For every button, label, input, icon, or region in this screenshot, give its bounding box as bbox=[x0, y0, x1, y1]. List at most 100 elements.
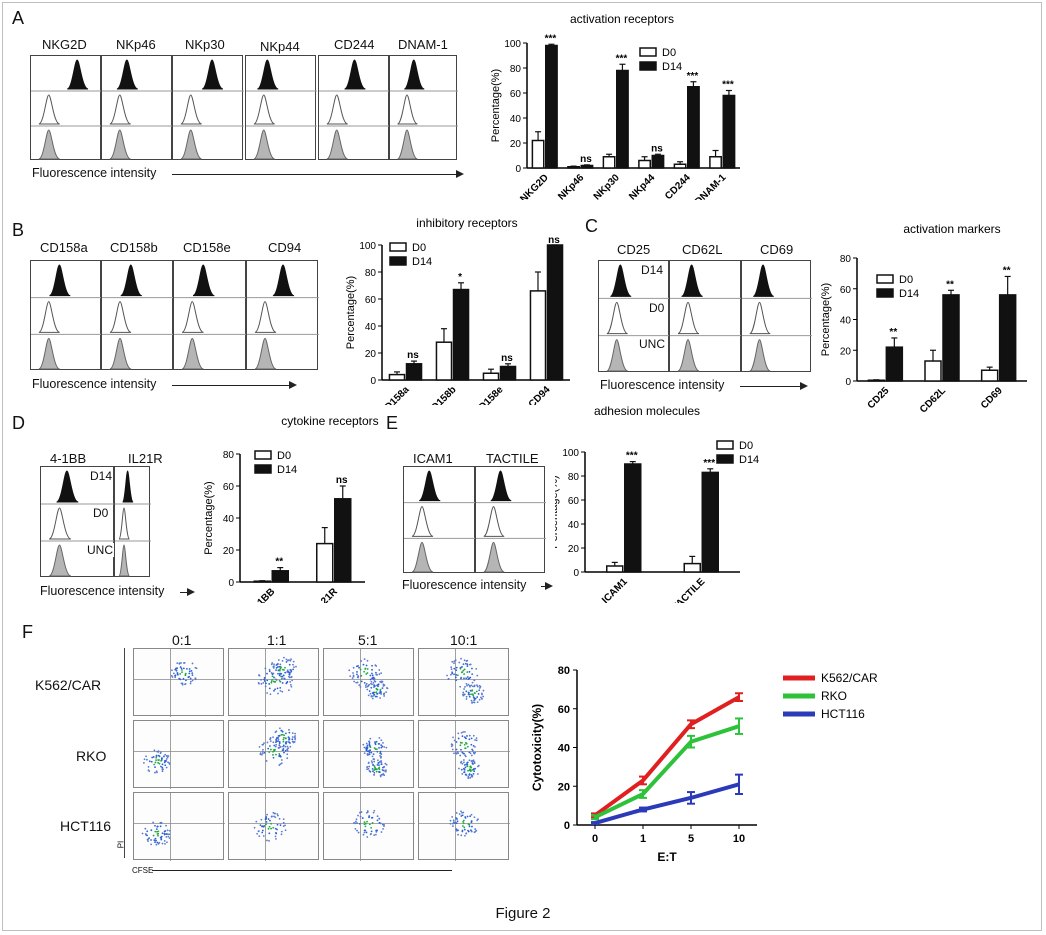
flow-event bbox=[469, 829, 472, 832]
row-label-d14: D14 bbox=[640, 263, 665, 277]
flow-event bbox=[291, 736, 294, 738]
flow-event bbox=[154, 824, 156, 827]
flow-event bbox=[269, 693, 272, 696]
flow-event bbox=[471, 690, 473, 692]
flow-event bbox=[290, 658, 292, 661]
flow-event bbox=[154, 761, 157, 764]
flow-event bbox=[361, 817, 364, 819]
flow-event bbox=[380, 763, 383, 766]
flow-event bbox=[262, 748, 264, 751]
flow-event bbox=[363, 823, 366, 826]
arrow-head bbox=[545, 582, 553, 590]
flow-event bbox=[154, 841, 156, 844]
flow-event bbox=[266, 679, 269, 682]
flow-event bbox=[191, 674, 194, 677]
flow-event bbox=[371, 674, 374, 677]
flow-event bbox=[256, 832, 259, 835]
flow-event bbox=[378, 821, 381, 824]
flow-event bbox=[150, 843, 153, 846]
flow-event bbox=[363, 658, 366, 661]
flow-event bbox=[474, 767, 477, 770]
flow-event bbox=[153, 763, 156, 766]
histogram-peak bbox=[752, 264, 775, 297]
bar bbox=[580, 164, 594, 169]
flow-svg bbox=[419, 649, 510, 717]
histogram-peak bbox=[749, 301, 771, 335]
flow-event bbox=[385, 769, 387, 772]
flow-event bbox=[268, 832, 271, 835]
flow-event bbox=[367, 694, 370, 697]
flow-event bbox=[167, 761, 169, 764]
arrow bbox=[172, 174, 457, 175]
flow-event bbox=[166, 829, 169, 832]
flow-event bbox=[370, 827, 373, 829]
legend-label: D14 bbox=[277, 464, 297, 476]
flow-event bbox=[278, 742, 281, 745]
hist-label: CD244 bbox=[334, 37, 375, 52]
y-tick-label: 40 bbox=[568, 520, 580, 531]
y-axis-label: Cytotoxicity(%) bbox=[530, 704, 544, 791]
flow-event bbox=[373, 773, 375, 776]
flow-event bbox=[363, 752, 366, 755]
histogram-peak bbox=[38, 94, 60, 125]
flow-event bbox=[352, 675, 355, 678]
arrow bbox=[541, 586, 546, 587]
flow-event bbox=[465, 742, 468, 745]
flow-event bbox=[456, 820, 459, 823]
flow-event bbox=[165, 759, 167, 762]
y-tick-label: 20 bbox=[365, 349, 377, 360]
flow-event bbox=[161, 757, 163, 759]
flow-event bbox=[375, 740, 378, 743]
flow-event bbox=[461, 762, 464, 765]
flow-event bbox=[176, 672, 179, 675]
flow-event bbox=[155, 828, 158, 831]
flow-event bbox=[261, 743, 264, 746]
flow-event bbox=[461, 773, 464, 775]
flow-event bbox=[476, 674, 479, 677]
y-tick-label: 0 bbox=[515, 164, 521, 175]
flow-event bbox=[176, 662, 179, 665]
flow-event bbox=[464, 737, 467, 740]
histogram-peak bbox=[66, 59, 89, 90]
cfse-arrow bbox=[152, 870, 452, 871]
flow-event bbox=[381, 680, 384, 683]
flow-event bbox=[480, 696, 482, 699]
flow-event bbox=[469, 815, 472, 818]
flow-event bbox=[465, 660, 468, 662]
histogram-peak bbox=[38, 301, 60, 333]
flow-event bbox=[449, 673, 452, 676]
flow-event bbox=[358, 684, 361, 686]
flow-event bbox=[460, 677, 462, 680]
flow-event bbox=[264, 685, 267, 688]
flow-event bbox=[471, 681, 474, 684]
flow-event bbox=[449, 822, 452, 825]
flow-event bbox=[369, 746, 372, 749]
row-label-d0: D0 bbox=[92, 506, 110, 520]
flow-event bbox=[188, 668, 191, 670]
flow-event bbox=[284, 666, 286, 669]
fluorescence-label: Fluorescence intensity bbox=[40, 584, 165, 598]
flow-event bbox=[165, 766, 168, 769]
flow-event bbox=[175, 669, 178, 672]
flow-event bbox=[161, 832, 164, 835]
flow-event bbox=[468, 734, 471, 737]
flow-event bbox=[371, 677, 373, 680]
flow-event bbox=[274, 678, 277, 681]
significance-label: *** bbox=[703, 458, 715, 469]
flow-event bbox=[180, 662, 182, 664]
flow-event bbox=[360, 811, 363, 813]
flow-event bbox=[281, 682, 284, 684]
y-tick-label: 80 bbox=[365, 268, 377, 279]
flow-event bbox=[171, 669, 173, 672]
histogram-stack bbox=[318, 55, 390, 160]
flow-svg bbox=[229, 649, 320, 717]
flow-event bbox=[358, 666, 360, 669]
flow-event bbox=[368, 744, 371, 747]
flow-event bbox=[370, 816, 373, 819]
y-tick-label: 40 bbox=[365, 322, 377, 333]
flow-event bbox=[473, 679, 476, 682]
flow-event bbox=[145, 755, 147, 758]
bar bbox=[334, 498, 352, 583]
flow-event bbox=[460, 657, 462, 660]
flow-event bbox=[278, 727, 281, 730]
